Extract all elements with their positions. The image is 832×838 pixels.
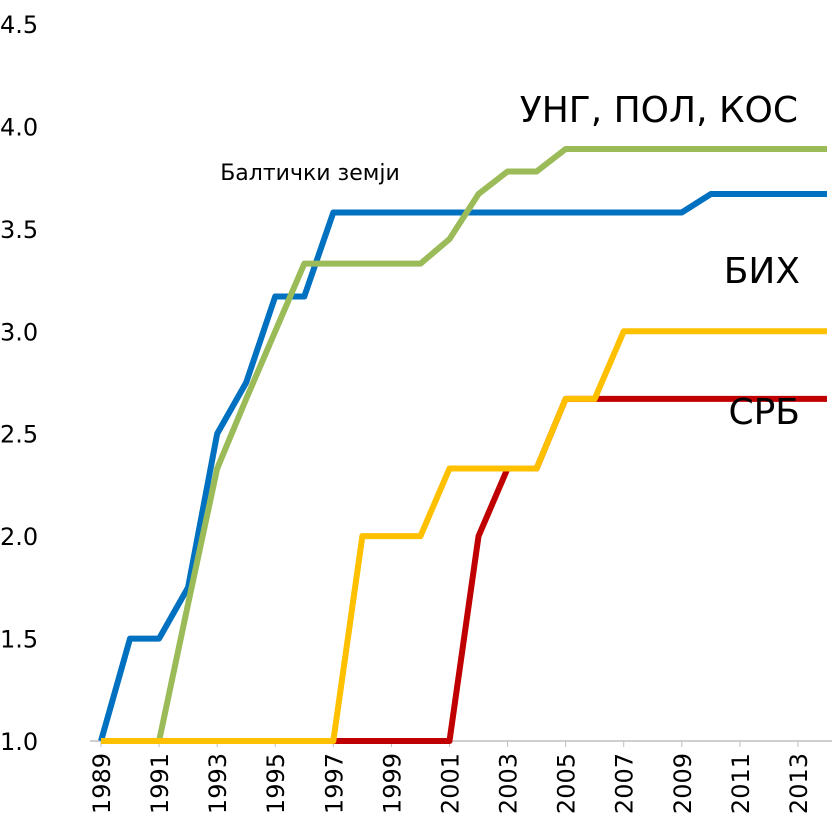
- x-tick-label: 1993: [204, 753, 232, 814]
- x-tick-label: 1991: [146, 753, 174, 814]
- series-label: Балтички земји: [220, 161, 400, 186]
- y-tick-label: 3.5: [0, 216, 38, 244]
- x-tick-label: 2013: [785, 753, 813, 814]
- series-line: [101, 395, 827, 744]
- x-tick-label: 1995: [262, 753, 290, 814]
- y-tick-label: 2.0: [0, 523, 38, 551]
- series-line: [101, 145, 827, 744]
- x-tick-label: 2001: [436, 753, 464, 814]
- series-label: УНГ, ПОЛ, КОС: [520, 90, 798, 131]
- x-tick-label: 2011: [727, 753, 755, 814]
- x-tick-label: 2009: [669, 753, 697, 814]
- x-tick-label: 2003: [495, 753, 523, 814]
- x-tick-label: 2007: [611, 753, 639, 814]
- x-tick-label: 1999: [378, 753, 406, 814]
- series-line: [101, 328, 827, 744]
- x-tick-label: 1989: [88, 753, 116, 814]
- y-tick-label: 4.0: [0, 113, 38, 141]
- y-tick-label: 1.0: [0, 728, 38, 756]
- y-tick-label: 1.5: [0, 626, 38, 654]
- series-label: СРБ: [728, 392, 800, 433]
- series-label: БИХ: [724, 251, 800, 292]
- y-tick-label: 4.5: [0, 11, 38, 39]
- x-tick-label: 1997: [320, 753, 348, 814]
- y-tick-label: 2.5: [0, 421, 38, 449]
- x-tick-label: 2005: [553, 753, 581, 814]
- y-tick-label: 3.0: [0, 318, 38, 346]
